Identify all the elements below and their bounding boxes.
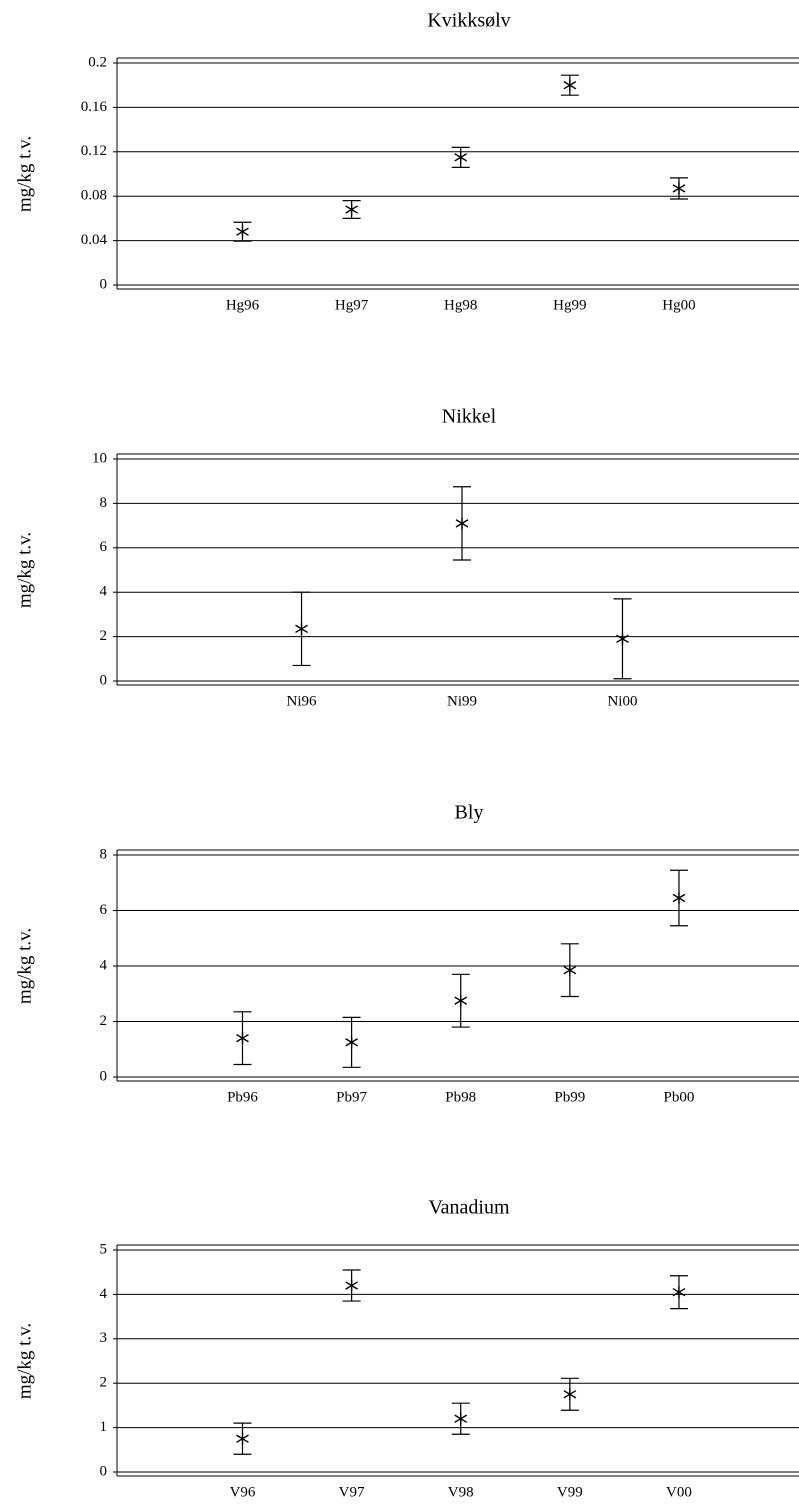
x-tick-label: Ni96 [287, 693, 318, 709]
chart-title: Kvikksølv [427, 10, 510, 32]
x-tick-label: Hg97 [335, 297, 369, 313]
chart-title: Vanadium [428, 1197, 510, 1219]
y-tick-label: 10 [92, 450, 107, 466]
y-tick-label: 0.16 [81, 99, 108, 115]
y-tick-label: 4 [100, 957, 108, 973]
y-tick-label: 0.2 [88, 54, 107, 70]
data-point [563, 1388, 577, 1401]
y-tick-label: 3 [100, 1330, 108, 1346]
x-tick-label: V99 [557, 1484, 583, 1500]
data-point [236, 1032, 249, 1045]
y-tick-label: 5 [100, 1241, 108, 1257]
x-tick-label: Pb97 [336, 1089, 367, 1105]
y-axis-label: mg/kg t.v. [14, 532, 35, 608]
x-tick-label: Pb00 [664, 1089, 695, 1105]
data-point [455, 517, 469, 530]
y-tick-label: 0 [100, 1463, 108, 1479]
x-tick-label: V97 [339, 1484, 365, 1500]
x-tick-label: Hg98 [444, 297, 477, 313]
data-point [563, 79, 577, 92]
data-point [295, 622, 308, 635]
x-tick-label: Pb99 [554, 1089, 585, 1105]
x-tick-label: Ni00 [607, 693, 637, 709]
x-tick-label: Hg99 [553, 297, 586, 313]
data-point [454, 151, 468, 164]
y-axis-label: mg/kg t.v. [14, 1323, 35, 1399]
data-point [345, 1036, 358, 1049]
data-point [672, 182, 686, 195]
data-point [454, 994, 468, 1007]
data-point [236, 1432, 249, 1445]
y-tick-label: 0.08 [81, 188, 107, 204]
x-tick-label: V00 [666, 1484, 692, 1500]
x-tick-label: V96 [230, 1484, 256, 1500]
x-tick-label: Pb98 [445, 1089, 476, 1105]
y-tick-label: 0.12 [81, 143, 107, 159]
chart-title: Nikkel [442, 406, 497, 428]
x-tick-label: Hg96 [226, 297, 260, 313]
y-tick-label: 2 [100, 1013, 108, 1029]
y-tick-label: 0 [100, 1068, 108, 1084]
data-point [345, 203, 358, 216]
x-tick-label: Pb96 [227, 1089, 258, 1105]
y-tick-label: 4 [100, 1286, 108, 1302]
y-axis-label: mg/kg t.v. [14, 136, 35, 212]
data-point [672, 1286, 686, 1299]
x-tick-label: Hg00 [662, 297, 695, 313]
y-tick-label: 0 [100, 276, 108, 292]
y-tick-label: 6 [100, 539, 108, 555]
y-tick-label: 4 [100, 584, 108, 600]
y-tick-label: 8 [100, 846, 108, 862]
y-tick-label: 6 [100, 902, 108, 918]
x-tick-label: V98 [448, 1484, 474, 1500]
chart-title: Bly [455, 802, 484, 824]
data-point [672, 892, 686, 905]
data-point [345, 1279, 358, 1292]
y-tick-label: 2 [100, 628, 108, 644]
x-tick-label: Ni99 [447, 693, 477, 709]
data-point [454, 1412, 468, 1425]
y-tick-label: 0 [100, 672, 108, 688]
data-point [616, 632, 629, 645]
data-point [236, 225, 249, 238]
data-point [563, 964, 577, 977]
y-axis-label: mg/kg t.v. [14, 928, 35, 1004]
y-tick-label: 8 [100, 495, 108, 511]
y-tick-label: 1 [100, 1419, 108, 1435]
y-tick-label: 0.04 [81, 232, 108, 248]
y-tick-label: 2 [100, 1375, 108, 1391]
